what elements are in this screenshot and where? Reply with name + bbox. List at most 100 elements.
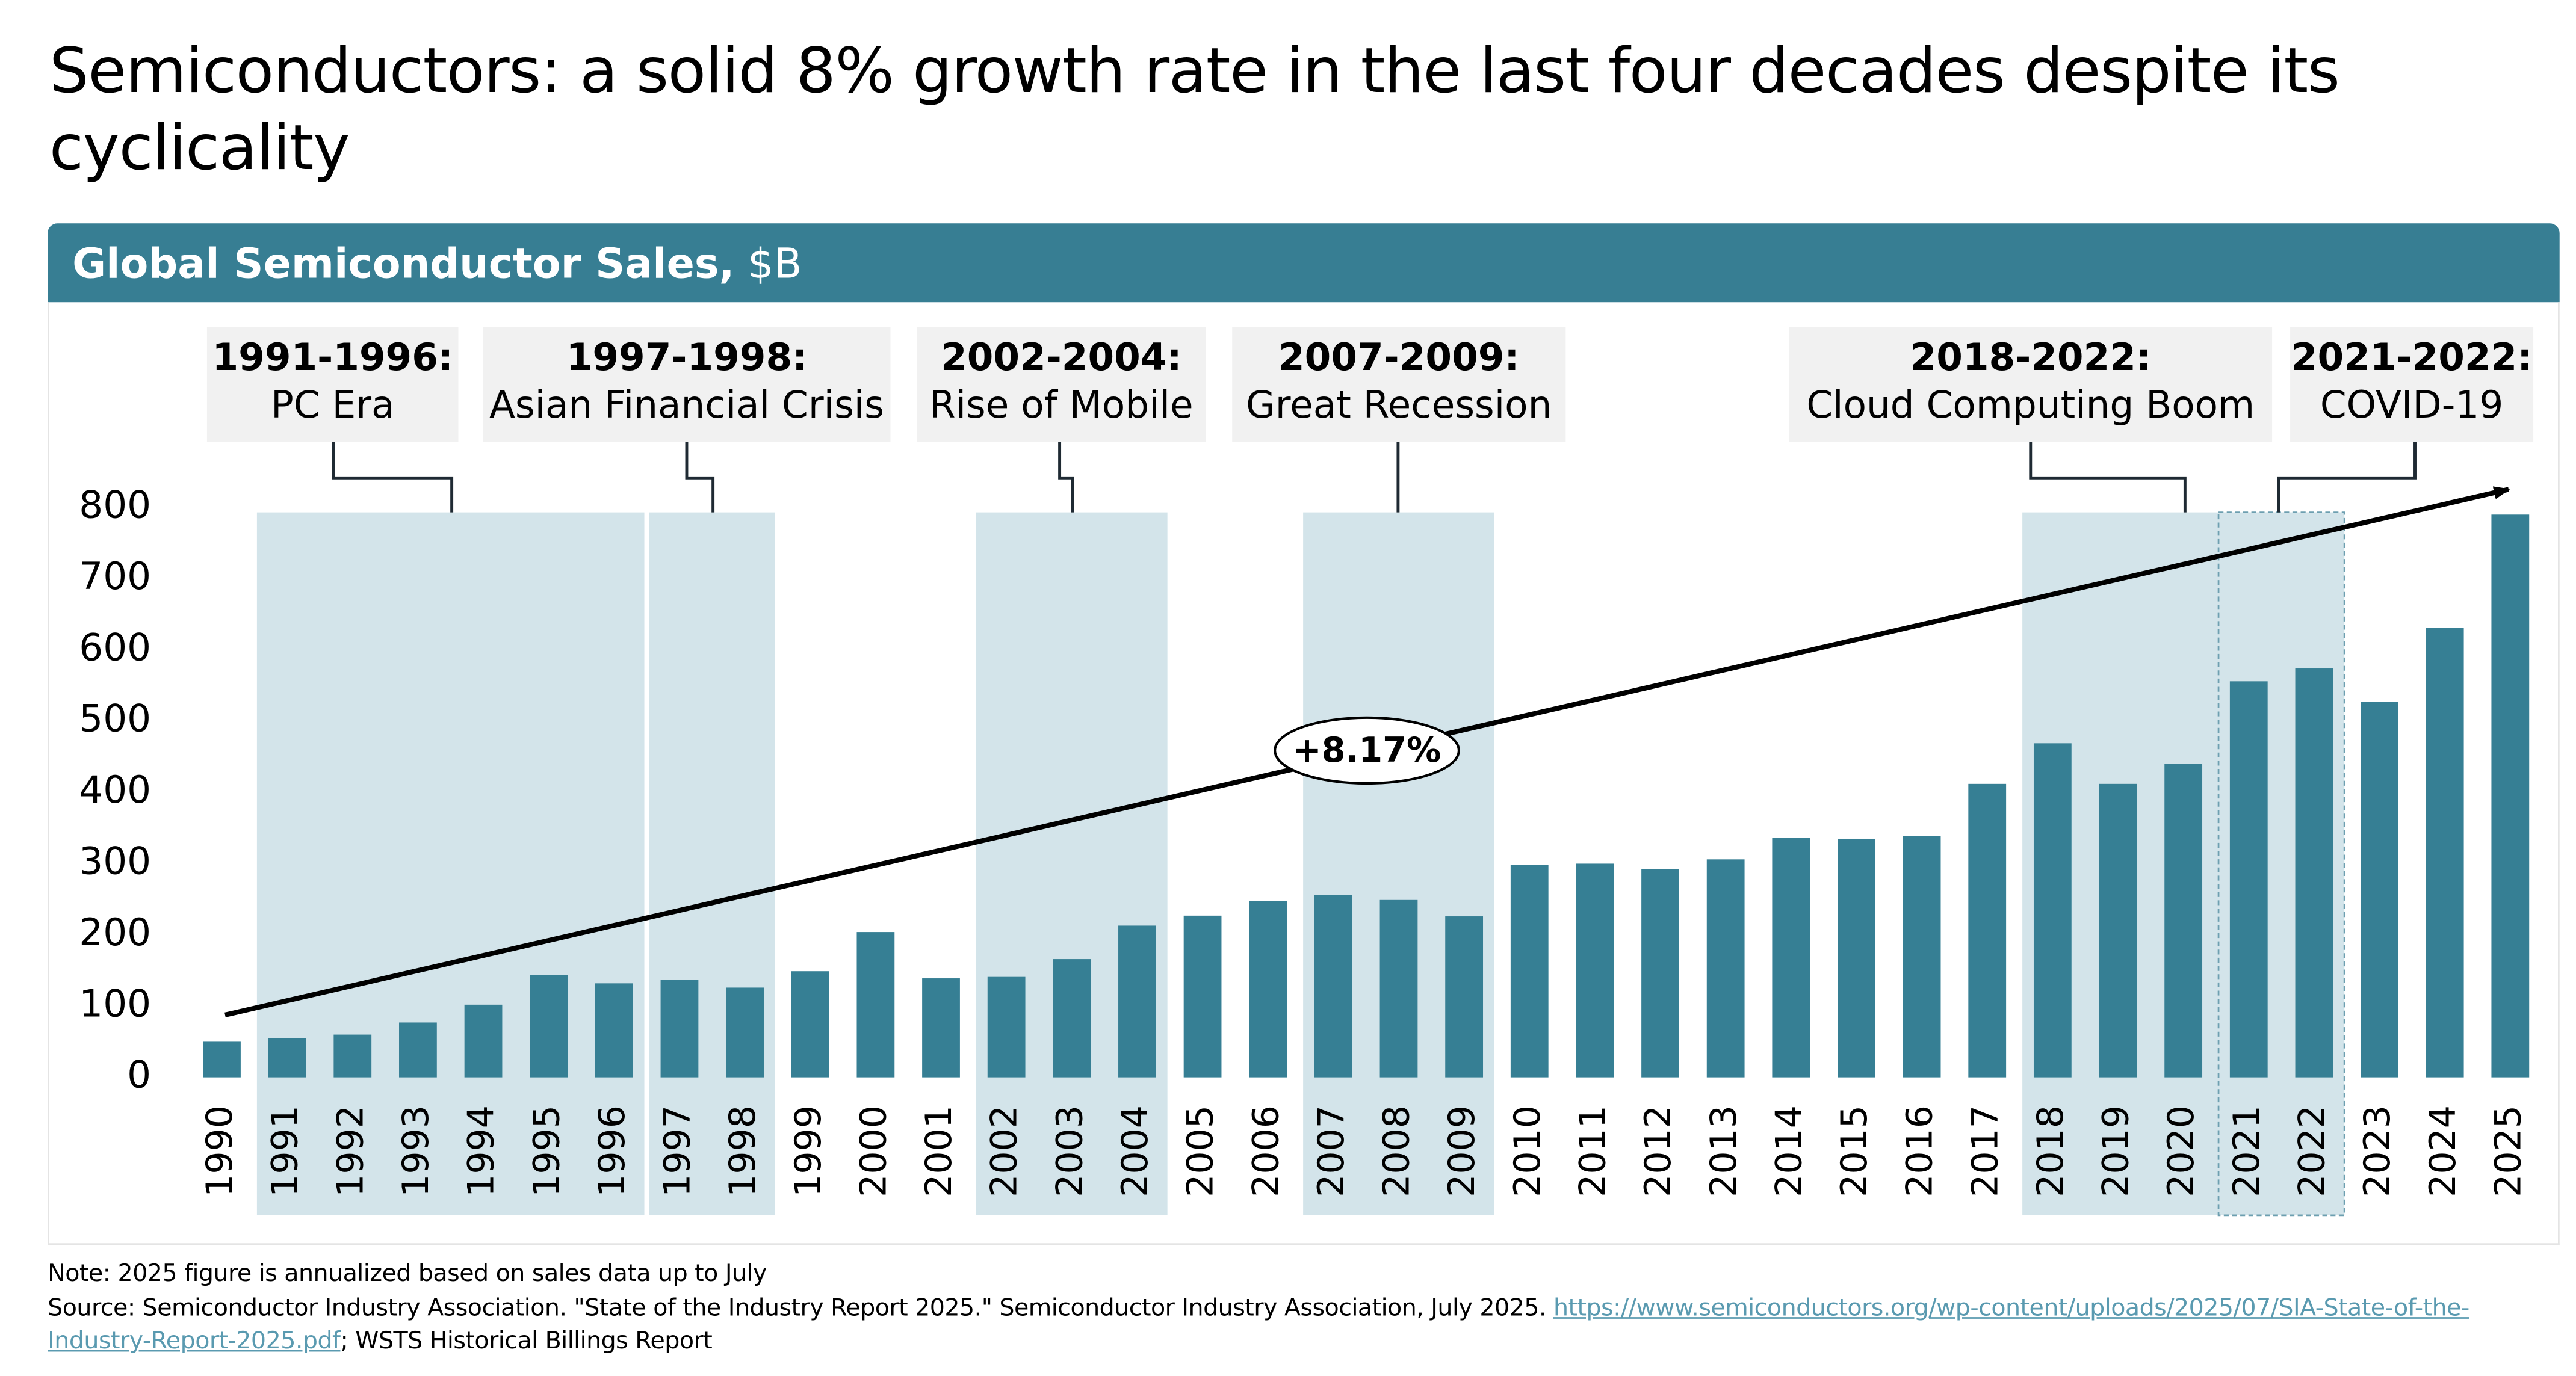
bar bbox=[2491, 514, 2530, 1078]
bar bbox=[726, 987, 764, 1078]
period-shade bbox=[256, 512, 645, 1215]
x-tick-label: 2013 bbox=[1703, 1105, 1745, 1197]
bar bbox=[2229, 681, 2268, 1078]
x-tick-label: 2020 bbox=[2160, 1105, 2202, 1197]
period-connector bbox=[332, 442, 454, 513]
bar bbox=[856, 932, 895, 1078]
x-tick-label: 2018 bbox=[2030, 1105, 2072, 1197]
bar bbox=[1576, 863, 1614, 1078]
bar bbox=[1314, 895, 1352, 1078]
bar bbox=[1053, 959, 1091, 1078]
y-tick-label: 100 bbox=[79, 981, 151, 1025]
bar bbox=[1379, 899, 1418, 1078]
x-tick-label: 2005 bbox=[1180, 1105, 1222, 1197]
source-link[interactable]: https://www.semiconductors.org/wp-conten… bbox=[48, 1295, 2469, 1355]
x-tick-label: 2004 bbox=[1114, 1105, 1156, 1197]
bar bbox=[2033, 743, 2072, 1078]
period-shade bbox=[1303, 512, 1494, 1215]
x-tick-label: 1993 bbox=[395, 1105, 437, 1197]
period-connector bbox=[685, 442, 715, 513]
period-range: 2018-2022: bbox=[1910, 335, 2152, 379]
x-tick-label: 2006 bbox=[1245, 1105, 1287, 1197]
period-name: COVID-19 bbox=[2320, 383, 2503, 427]
panel-body bbox=[48, 302, 2560, 1245]
y-tick-label: 600 bbox=[79, 625, 151, 669]
trend-badge bbox=[1274, 716, 1460, 785]
bar bbox=[530, 975, 568, 1078]
x-tick-label: 2011 bbox=[1571, 1105, 1614, 1197]
notes: Note: 2025 figure is annualized based on… bbox=[48, 1258, 2553, 1359]
period-name: Asian Financial Crisis bbox=[489, 383, 884, 427]
x-tick-label: 2023 bbox=[2356, 1105, 2398, 1197]
x-tick-label: 1994 bbox=[460, 1105, 503, 1197]
bar bbox=[2361, 702, 2398, 1078]
y-tick-label: 400 bbox=[79, 768, 151, 812]
y-tick-label: 200 bbox=[79, 910, 151, 954]
x-tick-label: 1996 bbox=[591, 1105, 633, 1197]
x-tick-label: 2019 bbox=[2095, 1105, 2137, 1197]
source-text: Source: Semiconductor Industry Associati… bbox=[48, 1295, 1553, 1321]
x-tick-label: 1992 bbox=[329, 1105, 371, 1197]
bar bbox=[1118, 925, 1156, 1078]
period-shade bbox=[976, 512, 1168, 1215]
x-tick-label: 2022 bbox=[2291, 1105, 2333, 1197]
period-shade bbox=[649, 512, 775, 1215]
headline: Semiconductors: a solid 8% growth rate i… bbox=[49, 34, 2340, 184]
note: Note: 2025 figure is annualized based on… bbox=[48, 1261, 767, 1288]
bar bbox=[1968, 783, 2007, 1078]
bar bbox=[333, 1034, 372, 1078]
source-end: ; WSTS Historical Billings Report bbox=[340, 1328, 713, 1355]
bar bbox=[595, 983, 633, 1078]
period-box bbox=[483, 327, 891, 442]
chart-title: Global Semiconductor Sales, bbox=[72, 239, 735, 288]
period-range: 2007-2009: bbox=[1278, 335, 1520, 379]
bar bbox=[1706, 859, 1745, 1078]
x-tick-label: 1991 bbox=[264, 1105, 306, 1197]
x-tick-label: 2003 bbox=[1048, 1105, 1091, 1197]
bar bbox=[987, 976, 1026, 1078]
x-tick-label: 1998 bbox=[722, 1105, 764, 1197]
period-name: Great Recession bbox=[1246, 383, 1552, 427]
x-tick-label: 1997 bbox=[657, 1105, 699, 1197]
bar bbox=[791, 971, 829, 1078]
period-connector bbox=[2029, 442, 2187, 513]
x-tick-label: 2009 bbox=[1441, 1105, 1483, 1197]
x-tick-label: 2001 bbox=[918, 1105, 960, 1197]
period-name: Cloud Computing Boom bbox=[1806, 383, 2255, 427]
y-tick-label: 300 bbox=[79, 839, 151, 883]
x-tick-label: 1995 bbox=[525, 1105, 568, 1197]
x-tick-label: 2024 bbox=[2422, 1105, 2464, 1197]
period-connector bbox=[1058, 442, 1074, 513]
y-tick-label: 500 bbox=[79, 697, 151, 741]
bar bbox=[1838, 838, 1875, 1078]
x-tick-label: 1999 bbox=[787, 1105, 829, 1197]
bar bbox=[399, 1022, 437, 1078]
period-box bbox=[2290, 327, 2534, 442]
x-tick-label: 2015 bbox=[1833, 1105, 1875, 1197]
x-tick-label: 2017 bbox=[1964, 1105, 2006, 1197]
period-connector bbox=[2277, 442, 2417, 513]
period-range: 1991-1996: bbox=[212, 335, 453, 379]
bar bbox=[1772, 838, 1810, 1078]
y-tick-label: 0 bbox=[127, 1053, 151, 1097]
x-tick-label: 2008 bbox=[1376, 1105, 1418, 1197]
bar bbox=[2164, 764, 2203, 1078]
source: Source: Semiconductor Industry Associati… bbox=[48, 1292, 2553, 1359]
period-box bbox=[1789, 327, 2273, 442]
bar bbox=[464, 1004, 503, 1078]
period-range: 1997-1998: bbox=[566, 335, 808, 379]
y-tick-label: 800 bbox=[79, 483, 151, 527]
bar bbox=[2426, 628, 2464, 1078]
period-range: 2021-2022: bbox=[2291, 335, 2533, 379]
x-tick-label: 2014 bbox=[1768, 1105, 1810, 1197]
bar bbox=[268, 1038, 306, 1078]
bar bbox=[1183, 915, 1222, 1078]
bar bbox=[1641, 869, 1679, 1078]
bar bbox=[203, 1041, 241, 1078]
period-range: 2002-2004: bbox=[941, 335, 1182, 379]
x-tick-label: 2021 bbox=[2226, 1105, 2268, 1197]
x-tick-label: 2007 bbox=[1310, 1105, 1352, 1197]
